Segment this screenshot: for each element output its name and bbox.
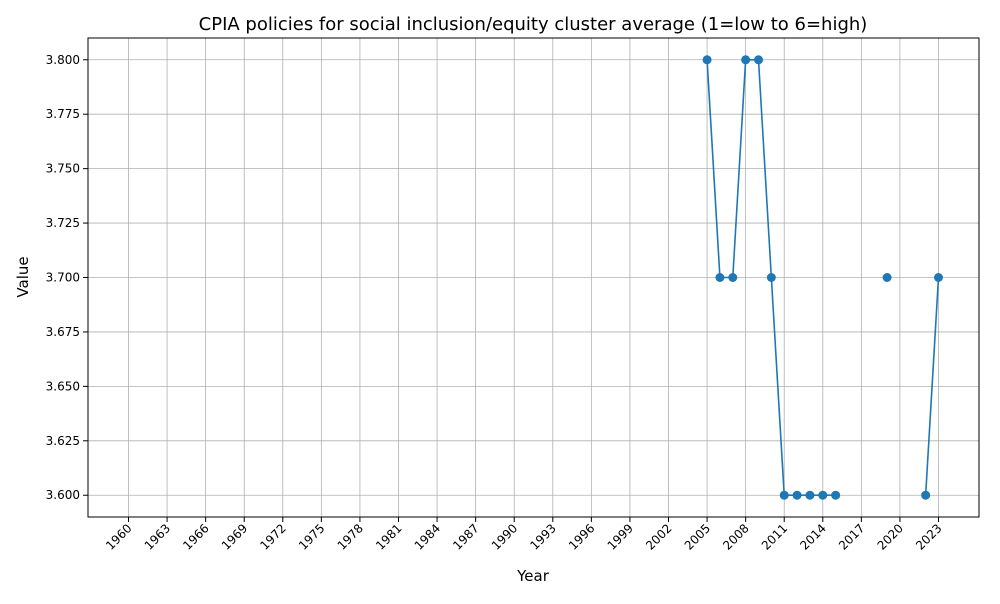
x-tick-label: 1978 xyxy=(335,521,366,552)
data-point xyxy=(805,490,815,500)
y-tick-label: 3.700 xyxy=(46,271,80,285)
x-tick-label: 1990 xyxy=(489,521,520,552)
x-tick-label: 1999 xyxy=(605,521,636,552)
x-tick-label: 2014 xyxy=(797,521,828,552)
data-point xyxy=(702,55,712,65)
data-point xyxy=(792,490,802,500)
data-point xyxy=(921,490,931,500)
y-tick-label: 3.800 xyxy=(46,53,80,67)
x-tick-label: 1993 xyxy=(527,521,558,552)
x-tick-label: 1987 xyxy=(450,521,481,552)
data-point xyxy=(934,273,943,282)
y-tick-label: 3.650 xyxy=(46,379,80,393)
x-tick-label: 2020 xyxy=(875,521,906,552)
y-tick-label: 3.775 xyxy=(46,107,80,121)
x-tick-label: 1966 xyxy=(180,521,211,552)
x-tick-label: 1981 xyxy=(373,521,404,552)
series-line xyxy=(924,277,940,496)
x-tick-label: 2017 xyxy=(836,521,867,552)
x-tick-label: 1984 xyxy=(412,521,443,552)
x-tick-label: 2023 xyxy=(913,521,944,552)
y-tick-label: 3.600 xyxy=(46,488,80,502)
x-tick-label: 1972 xyxy=(257,521,288,552)
grid xyxy=(88,38,979,517)
x-tick-label: 1975 xyxy=(296,521,327,552)
data-point xyxy=(831,490,841,500)
y-tick-label: 3.675 xyxy=(46,325,80,339)
data-point xyxy=(818,490,828,500)
x-axis-label: Year xyxy=(516,567,550,585)
data-point xyxy=(766,273,776,282)
series-layer xyxy=(702,55,943,500)
data-series xyxy=(702,55,943,500)
y-axis-label: Value xyxy=(14,256,32,297)
x-tick-label: 2005 xyxy=(682,521,713,552)
y-tick-label: 3.625 xyxy=(46,434,80,448)
x-tick-label: 2002 xyxy=(643,521,674,552)
y-tick-label: 3.725 xyxy=(46,216,80,230)
x-tick-label: 1960 xyxy=(103,521,134,552)
x-tick-label: 1996 xyxy=(566,521,597,552)
y-tick-label: 3.750 xyxy=(46,162,80,176)
data-point xyxy=(779,490,789,500)
data-point xyxy=(741,55,751,65)
chart-title: CPIA policies for social inclusion/equit… xyxy=(199,14,868,35)
y-axis: 3.600 3.625 3.650 3.675 3.700 3.725 3.750 3.775… xyxy=(46,53,88,502)
x-tick-label: 1969 xyxy=(219,521,250,552)
data-point xyxy=(754,55,763,65)
x-tick-label: 2008 xyxy=(720,521,751,552)
data-point xyxy=(715,273,725,282)
x-tick-label: 1963 xyxy=(142,521,173,552)
data-point xyxy=(882,273,892,282)
x-tick-label: 2011 xyxy=(759,521,790,552)
data-point xyxy=(728,273,738,282)
x-axis: 1960 1963 1966 1969 1972 1975 1978 1981 1984 1987… xyxy=(103,517,945,553)
